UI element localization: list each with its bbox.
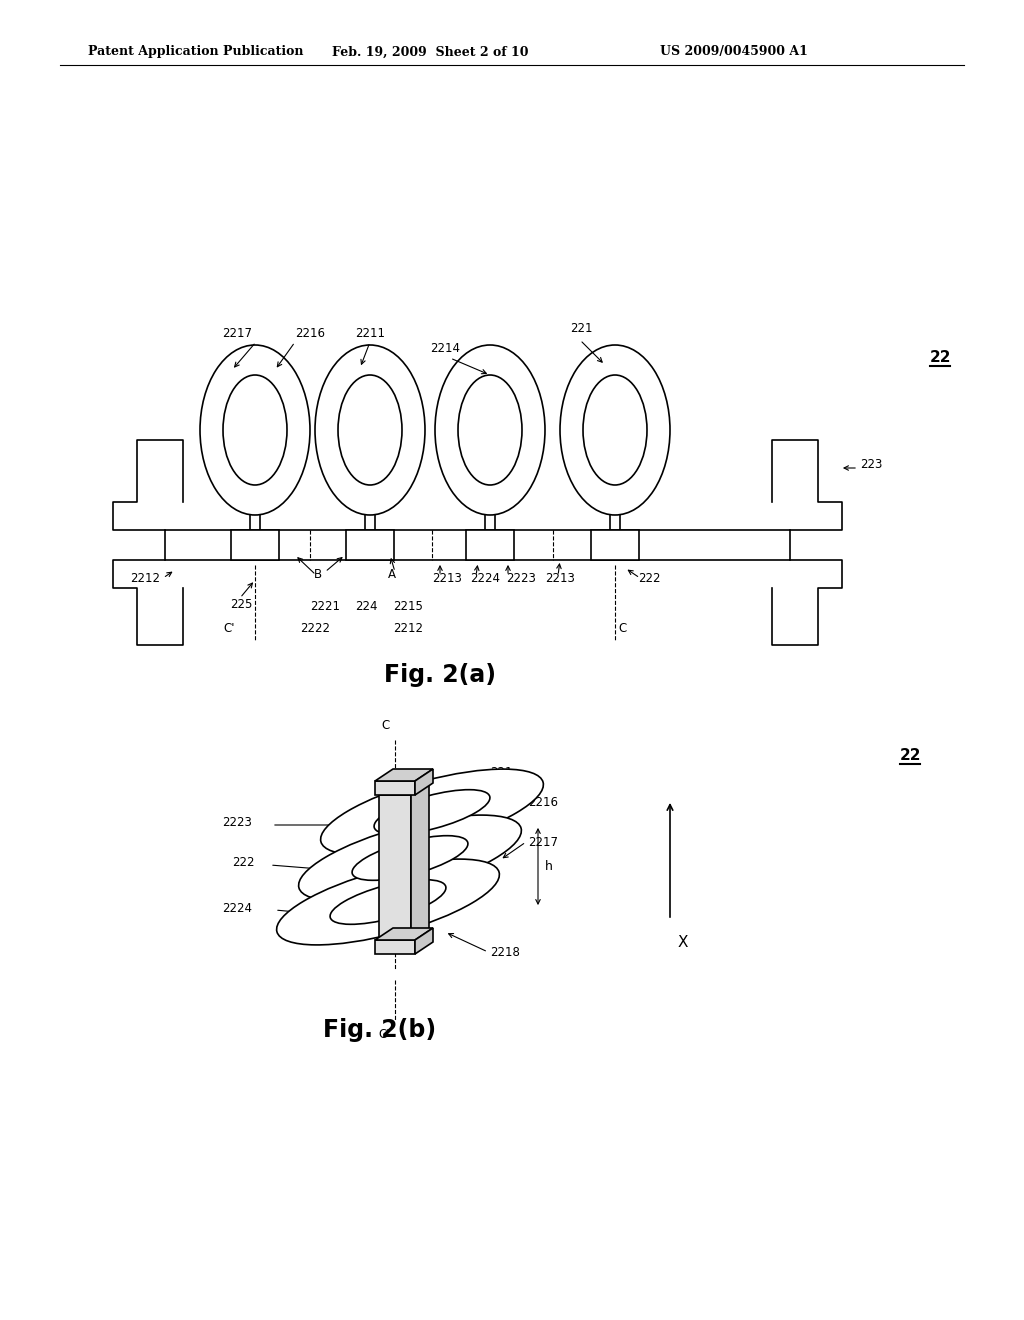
- Polygon shape: [415, 770, 433, 795]
- Bar: [466, 531, 514, 560]
- Text: 222: 222: [638, 572, 660, 585]
- Text: 2221: 2221: [310, 601, 340, 612]
- Ellipse shape: [374, 789, 489, 834]
- Ellipse shape: [321, 770, 544, 855]
- Text: 221: 221: [490, 766, 512, 779]
- Text: 2211: 2211: [355, 327, 385, 341]
- Text: 2213: 2213: [432, 572, 462, 585]
- Bar: [591, 531, 639, 560]
- Ellipse shape: [352, 836, 468, 880]
- Ellipse shape: [223, 375, 287, 484]
- Text: C': C': [379, 1028, 390, 1041]
- Bar: [165, 531, 790, 560]
- Polygon shape: [375, 928, 433, 940]
- Text: Fig. 2(a): Fig. 2(a): [384, 663, 496, 686]
- Ellipse shape: [315, 345, 425, 515]
- Ellipse shape: [299, 814, 521, 902]
- Text: 225: 225: [230, 598, 252, 611]
- Text: 2215: 2215: [393, 601, 423, 612]
- Text: 221: 221: [570, 322, 593, 335]
- Text: 2217: 2217: [222, 327, 252, 341]
- Text: 2217: 2217: [528, 836, 558, 849]
- Text: 2222: 2222: [300, 622, 330, 635]
- Text: 2224: 2224: [470, 572, 500, 585]
- Polygon shape: [375, 770, 433, 781]
- Text: 2216: 2216: [528, 796, 558, 808]
- Ellipse shape: [560, 345, 670, 515]
- Ellipse shape: [330, 879, 445, 924]
- Polygon shape: [415, 928, 433, 954]
- Text: h: h: [545, 861, 553, 873]
- Text: 2216: 2216: [295, 327, 325, 341]
- Text: 2223: 2223: [222, 816, 252, 829]
- Text: Patent Application Publication: Patent Application Publication: [88, 45, 303, 58]
- Text: US 2009/0045900 A1: US 2009/0045900 A1: [660, 45, 808, 58]
- Text: B: B: [314, 569, 323, 582]
- Ellipse shape: [338, 375, 402, 484]
- Bar: [375, 781, 415, 795]
- Text: A: A: [388, 569, 396, 582]
- Text: X: X: [678, 935, 688, 950]
- Text: 2212: 2212: [393, 622, 423, 635]
- Text: 2212: 2212: [130, 572, 160, 585]
- Text: C': C': [223, 622, 234, 635]
- Text: C: C: [382, 719, 390, 733]
- Ellipse shape: [458, 375, 522, 484]
- Bar: [231, 531, 279, 560]
- Text: Feb. 19, 2009  Sheet 2 of 10: Feb. 19, 2009 Sheet 2 of 10: [332, 45, 528, 58]
- Bar: [375, 940, 415, 954]
- Ellipse shape: [583, 375, 647, 484]
- Text: 2214: 2214: [430, 342, 460, 355]
- Text: 2218: 2218: [490, 945, 520, 958]
- Text: 22: 22: [900, 748, 922, 763]
- Polygon shape: [411, 783, 429, 940]
- Bar: [346, 531, 394, 560]
- Text: 2223: 2223: [506, 572, 536, 585]
- Ellipse shape: [200, 345, 310, 515]
- Bar: [379, 795, 411, 940]
- Text: Fig. 2(b): Fig. 2(b): [324, 1018, 436, 1041]
- Text: C: C: [618, 622, 627, 635]
- Text: 22: 22: [930, 350, 951, 366]
- Text: 222: 222: [232, 855, 255, 869]
- Ellipse shape: [276, 859, 500, 945]
- Text: 2213: 2213: [545, 572, 574, 585]
- Ellipse shape: [435, 345, 545, 515]
- Text: 2224: 2224: [222, 902, 252, 915]
- Polygon shape: [379, 783, 429, 795]
- Text: 223: 223: [860, 458, 883, 471]
- Text: 224: 224: [355, 601, 378, 612]
